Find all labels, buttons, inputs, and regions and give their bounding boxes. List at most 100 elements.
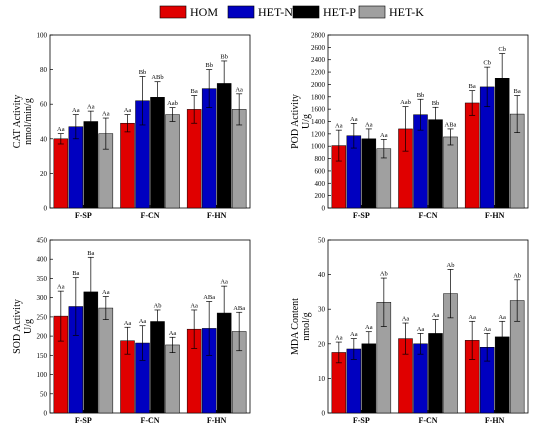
pod-significance-label: Cb [483, 60, 491, 67]
sod-significance-label: Ba [87, 250, 94, 257]
sod-category-label: F-SP [75, 416, 92, 425]
pod-significance-label: Bb [417, 92, 425, 99]
pod-significance-label: ABa [445, 121, 457, 128]
cat-category-label: F-SP [75, 211, 92, 220]
mda-significance-label: Aa [468, 314, 476, 321]
legend-swatch-het-p [292, 5, 320, 19]
legend-swatch-het-k [358, 5, 386, 19]
cat-bar-hom [120, 122, 135, 209]
pod-y-tick-label: 1800 [311, 93, 326, 101]
cat-y-axis-label: nmol/min/g [23, 98, 34, 145]
pod-y-tick-label: 400 [315, 180, 326, 188]
sod-y-axis-label: SOD Activity [12, 299, 23, 354]
sod-bar-het-k [98, 307, 114, 414]
mda-y-tick-label: 30 [318, 306, 326, 314]
mda-significance-label: Aa [417, 326, 425, 333]
pod-category-label: F-SP [353, 211, 370, 220]
sod-significance-label: Ab [154, 302, 162, 309]
cat-y-tick-label: 100 [37, 32, 48, 40]
mda-y-axis-label: MDA Content [290, 298, 301, 355]
pod-category-label: F-CN [418, 211, 437, 220]
sod-significance-label: Aa [102, 289, 110, 296]
legend-label-hom: HOM [190, 5, 218, 19]
mda-y-tick-label: 50 [318, 237, 326, 245]
pod-significance-label: Aa [335, 123, 343, 130]
legend-label-het-n: HET-N [258, 5, 293, 19]
mda-y-tick-label: 10 [318, 375, 326, 383]
mda-category-label: F-SP [353, 416, 370, 425]
legend-swatch-hom [159, 5, 187, 19]
cat-significance-label: ABb [151, 74, 163, 81]
cat-significance-label: Ba [191, 88, 198, 95]
mda-significance-label: Ab [447, 262, 455, 269]
sod-y-tick-label: 50 [40, 390, 48, 398]
pod-panel: 0 200 400 600 800 1000 1200 1400 1600 1800 2000 220… [290, 32, 529, 220]
pod-y-tick-label: 1200 [311, 130, 326, 138]
mda-significance-label: Aa [350, 331, 358, 338]
sod-y-axis-label: U/g [23, 319, 34, 334]
sod-y-tick-label: 100 [37, 371, 48, 379]
sod-y-tick-label: 450 [37, 237, 48, 245]
mda-panel: 0 10 20 30 40 50 MDA Content nmol/g F-SP Aa Aa Aa Ab… [290, 237, 529, 425]
cat-significance-label: Bb [205, 62, 213, 69]
pod-significance-label: Cb [498, 46, 506, 53]
sod-y-tick-label: 350 [37, 275, 48, 283]
pod-significance-label: Ba [469, 83, 476, 90]
cat-significance-label: Aa [72, 107, 80, 114]
cat-category-label: F-CN [140, 211, 159, 220]
sod-category-label: F-CN [140, 416, 159, 425]
cat-significance-label: Aa [124, 107, 132, 114]
pod-y-tick-label: 1400 [311, 118, 326, 126]
pod-bar-het-k [443, 136, 458, 209]
pod-y-tick-label: 200 [315, 192, 326, 200]
mda-significance-label: Aa [432, 312, 440, 319]
mda-significance-label: Ab [380, 271, 388, 278]
pod-significance-label: Aab [400, 99, 411, 106]
pod-significance-label: Aa [365, 121, 373, 128]
pod-category-label: F-HN [485, 211, 505, 220]
legend-label-het-k: HET-K [389, 5, 424, 19]
cat-significance-label: Aa [102, 111, 110, 118]
sod-significance-label: Aa [139, 318, 147, 325]
pod-y-tick-label: 2200 [311, 69, 326, 77]
pod-significance-label: Aa [350, 116, 358, 123]
sod-bar-het-k [165, 344, 180, 414]
sod-y-tick-label: 150 [37, 352, 48, 360]
pod-y-axis-label: U/g [301, 114, 312, 129]
sod-significance-label: Aa [169, 330, 177, 337]
sod-significance-label: Aa [220, 279, 228, 286]
mda-significance-label: Ab [513, 272, 521, 279]
cat-bar-hom [53, 138, 69, 209]
sod-panel: 0 50 100 150 200 250 300 350 400 450 SOD Activity U… [12, 237, 251, 425]
sod-bar-het-p [150, 321, 165, 414]
cat-category-label: F-HN [207, 211, 227, 220]
pod-y-axis-label: POD Activity [290, 94, 301, 149]
sod-y-tick-label: 200 [37, 333, 48, 341]
sod-significance-label: ABa [203, 294, 215, 301]
legend-label-het-p: HET-P [323, 5, 356, 19]
pod-y-tick-label: 2800 [311, 32, 326, 40]
mda-category-label: F-CN [418, 416, 437, 425]
mda-y-tick-label: 40 [318, 271, 326, 279]
cat-y-tick-label: 40 [40, 135, 48, 143]
pod-significance-label: Bb [432, 100, 440, 107]
sod-significance-label: Aa [124, 320, 132, 327]
pod-y-tick-label: 2600 [311, 44, 326, 52]
mda-y-tick-label: 20 [318, 340, 326, 348]
sod-category-label: F-HN [207, 416, 227, 425]
mda-category-label: F-HN [485, 416, 505, 425]
mda-significance-label: Aa [402, 316, 410, 323]
cat-y-axis-label: CAT Activity [12, 95, 23, 148]
sod-y-tick-label: 300 [37, 294, 48, 302]
pod-y-tick-label: 1600 [311, 106, 326, 114]
cat-panel: 0 20 40 60 80 100 CAT Activity nmol/min/g F-SP Aa… [12, 32, 251, 220]
pod-y-tick-label: 1000 [311, 143, 326, 151]
mda-y-axis-label: nmol/g [301, 312, 312, 340]
legend: HOM HET-N HET-P HET-K [159, 5, 424, 19]
sod-significance-label: Aa [57, 284, 65, 291]
mda-significance-label: Aa [498, 314, 506, 321]
cat-significance-label: Aa [57, 126, 65, 133]
mda-significance-label: Aa [335, 335, 343, 342]
mda-y-tick-label: 0 [322, 410, 326, 418]
cat-bar-het-p [150, 97, 165, 209]
